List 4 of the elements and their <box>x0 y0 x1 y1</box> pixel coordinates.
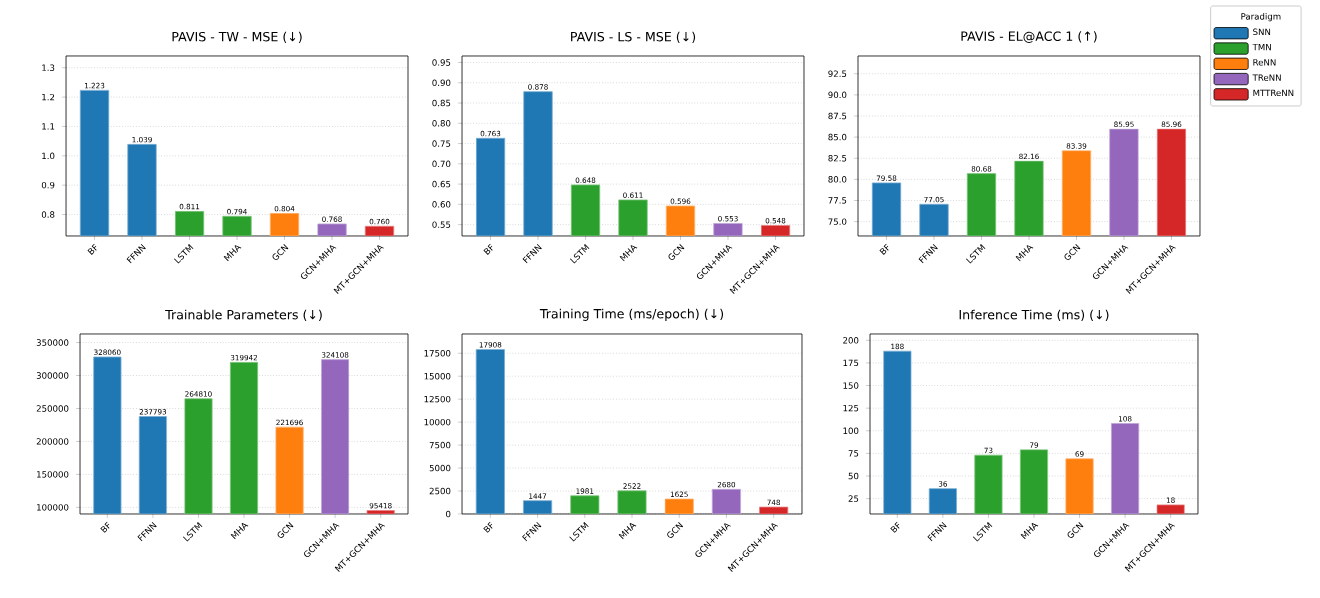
bar <box>759 506 789 514</box>
bar <box>664 498 694 514</box>
bar <box>617 490 647 514</box>
bar <box>475 349 505 514</box>
